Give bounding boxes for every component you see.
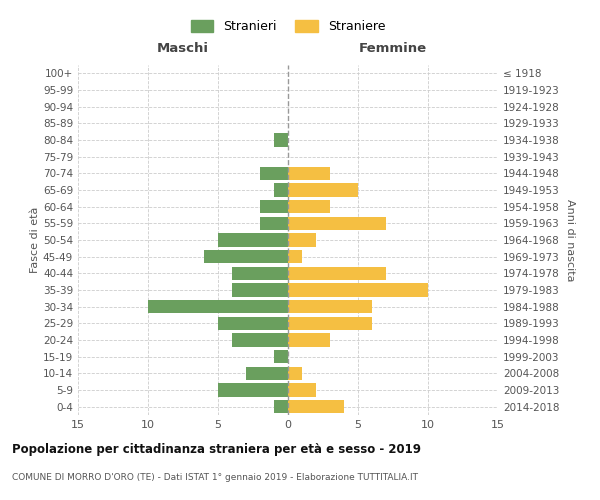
Bar	[288, 184, 358, 196]
Bar	[204, 250, 288, 264]
Bar	[218, 316, 288, 330]
Text: Femmine: Femmine	[359, 42, 427, 55]
Bar	[288, 384, 316, 396]
Bar	[260, 200, 288, 213]
Bar	[218, 234, 288, 246]
Bar	[288, 234, 316, 246]
Bar	[232, 284, 288, 296]
Text: Popolazione per cittadinanza straniera per età e sesso - 2019: Popolazione per cittadinanza straniera p…	[12, 442, 421, 456]
Bar	[218, 384, 288, 396]
Bar	[274, 184, 288, 196]
Bar	[274, 134, 288, 146]
Bar	[288, 400, 344, 413]
Bar	[260, 166, 288, 180]
Text: COMUNE DI MORRO D'ORO (TE) - Dati ISTAT 1° gennaio 2019 - Elaborazione TUTTITALI: COMUNE DI MORRO D'ORO (TE) - Dati ISTAT …	[12, 472, 418, 482]
Bar	[246, 366, 288, 380]
Text: Maschi: Maschi	[157, 42, 209, 55]
Bar	[260, 216, 288, 230]
Bar	[288, 300, 372, 314]
Y-axis label: Anni di nascita: Anni di nascita	[565, 198, 575, 281]
Bar	[288, 284, 428, 296]
Legend: Stranieri, Straniere: Stranieri, Straniere	[185, 15, 391, 38]
Bar	[288, 216, 386, 230]
Bar	[232, 334, 288, 346]
Bar	[288, 334, 330, 346]
Bar	[274, 400, 288, 413]
Bar	[288, 166, 330, 180]
Bar	[148, 300, 288, 314]
Bar	[288, 200, 330, 213]
Bar	[274, 350, 288, 364]
Bar	[288, 366, 302, 380]
Bar	[288, 250, 302, 264]
Y-axis label: Fasce di età: Fasce di età	[30, 207, 40, 273]
Bar	[232, 266, 288, 280]
Bar	[288, 316, 372, 330]
Bar	[288, 266, 386, 280]
